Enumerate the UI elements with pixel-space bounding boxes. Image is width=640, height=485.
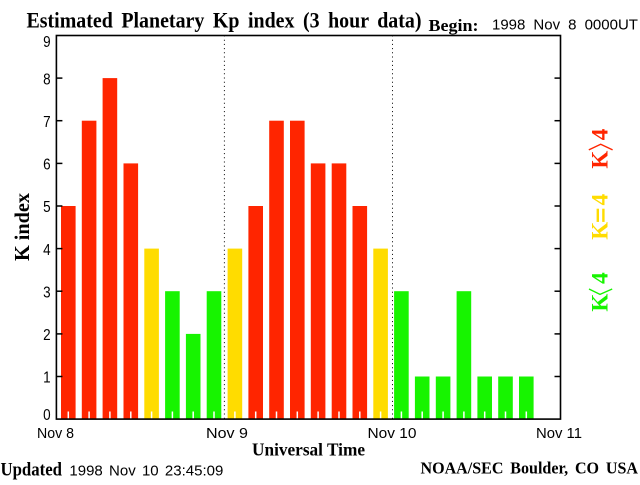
svg-text:3: 3 (43, 284, 51, 301)
svg-text:Universal Time: Universal Time (252, 440, 365, 460)
svg-text:1998 Nov 10 23:45:09: 1998 Nov 10 23:45:09 (69, 462, 223, 479)
svg-text:9: 9 (43, 34, 51, 51)
svg-text:Begin:: Begin: (429, 16, 479, 35)
svg-text:Nov 8: Nov 8 (37, 426, 74, 442)
svg-text:4: 4 (588, 193, 613, 205)
svg-text:4: 4 (588, 128, 613, 140)
svg-text:Nov 9: Nov 9 (206, 426, 248, 442)
svg-text:Estimated Planetary Kp index (: Estimated Planetary Kp index (3 hour dat… (27, 7, 422, 32)
svg-text:2: 2 (43, 327, 51, 344)
svg-text:K: K (588, 294, 613, 312)
svg-text:4: 4 (43, 242, 51, 259)
svg-text:1998 Nov 8 0000UT: 1998 Nov 8 0000UT (492, 17, 638, 34)
svg-text:K: K (588, 151, 613, 169)
svg-text:4: 4 (588, 272, 613, 284)
svg-text:Nov 10: Nov 10 (368, 426, 417, 442)
svg-text:5: 5 (43, 199, 51, 216)
svg-text:Updated: Updated (1, 459, 63, 480)
svg-text:6: 6 (43, 157, 51, 174)
svg-text:1: 1 (43, 370, 51, 387)
svg-text:NOAA/SEC Boulder, CO USA: NOAA/SEC Boulder, CO USA (421, 458, 639, 477)
svg-text:Nov 11: Nov 11 (536, 426, 582, 442)
svg-text:0: 0 (43, 407, 51, 424)
svg-text:K index: K index (10, 193, 34, 261)
svg-text:8: 8 (43, 71, 51, 88)
svg-text:7: 7 (43, 114, 51, 131)
svg-text:K: K (588, 222, 613, 240)
